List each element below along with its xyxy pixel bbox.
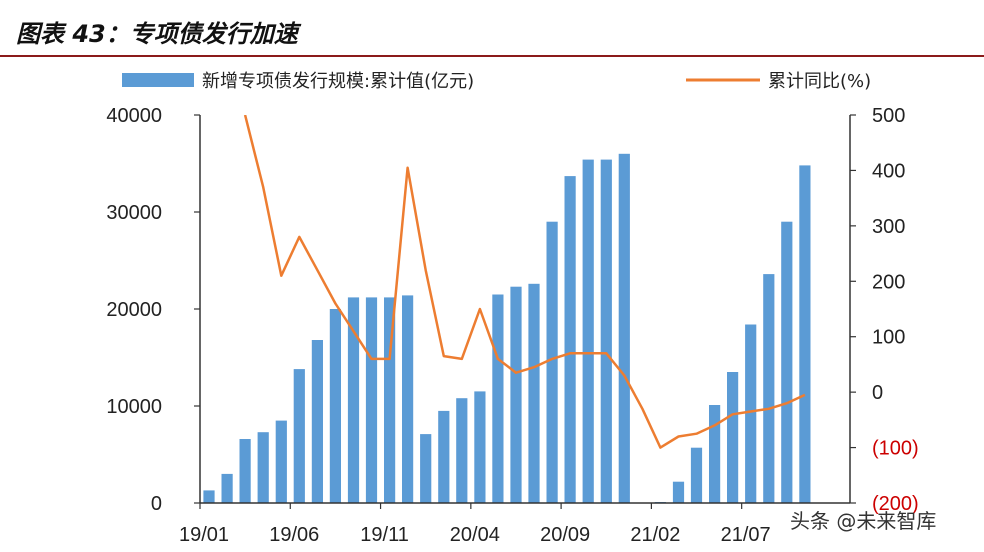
bar-19-09 — [347, 297, 360, 503]
x-tick-label: 21/07 — [721, 524, 771, 546]
bar-20-01 — [420, 434, 432, 503]
bar-20-06 — [510, 286, 522, 503]
legend-line-label: 累计同比(%) — [768, 71, 871, 92]
bar-19-04 — [257, 432, 269, 503]
x-tick-label: 21/02 — [630, 524, 680, 546]
bar-21-05 — [709, 405, 721, 503]
bar-21-06 — [727, 372, 739, 503]
y-right-tick-label: 0 — [872, 382, 883, 404]
bar-20-05 — [492, 294, 504, 503]
x-tick-label: 20/09 — [540, 524, 590, 546]
watermark-text: 头条 @未来智库 — [790, 509, 936, 533]
bar-20-02 — [438, 410, 450, 503]
bar-19-12 — [402, 295, 414, 503]
bar-19-07 — [311, 340, 323, 503]
bar-19-03 — [239, 439, 251, 503]
x-tick-label: 19/11 — [360, 524, 409, 546]
bar-21-09 — [781, 221, 793, 503]
bar-20-12 — [618, 153, 630, 504]
bar-19-02 — [221, 473, 233, 503]
line-yoy-series — [243, 115, 806, 449]
y-left-tick-label: 20000 — [106, 299, 162, 321]
bar-19-05 — [275, 420, 287, 503]
x-tick-label: 20/04 — [450, 524, 500, 546]
y-right-tick-label: 200 — [872, 271, 905, 293]
bar-21-03 — [672, 481, 685, 503]
y-right-tick-label: (100) — [872, 438, 919, 460]
y-right-tick-label: (200) — [872, 493, 919, 515]
bar-21-07 — [745, 324, 757, 503]
figure-title: 图表 43：专项债发行加速 — [16, 20, 298, 48]
bar-19-08 — [329, 309, 341, 503]
bar-19-01 — [203, 490, 215, 503]
bar-21-10 — [799, 165, 811, 503]
figure-title-bar: 图表 43：专项债发行加速 — [0, 0, 984, 57]
y-left-tick-label: 40000 — [106, 105, 162, 127]
bar-20-07 — [528, 283, 540, 503]
y-right-tick-label: 500 — [872, 105, 905, 127]
y-right-tick-label: 100 — [872, 327, 905, 349]
bar-20-04 — [474, 391, 486, 503]
bar-19-11 — [384, 297, 396, 503]
y-right-tick-label: 300 — [872, 216, 905, 238]
y-right-tick-label: 400 — [872, 160, 905, 182]
bar-20-10 — [582, 159, 594, 503]
title-divider — [0, 55, 984, 57]
bar-20-11 — [600, 159, 612, 503]
bar-20-03 — [456, 398, 468, 503]
bar-21-04 — [690, 447, 703, 503]
bar-19-10 — [365, 297, 378, 503]
bar-21-08 — [763, 274, 775, 503]
x-tick-label: 19/06 — [269, 524, 319, 546]
legend-bar-label: 新增专项债发行规模:累计值(亿元) — [202, 71, 474, 92]
legend-bar-swatch — [122, 73, 194, 87]
x-tick-label: 19/01 — [179, 524, 229, 546]
bar-20-09 — [564, 176, 576, 503]
y-left-tick-label: 30000 — [106, 202, 162, 224]
bar-20-08 — [546, 221, 558, 503]
bar-19-06 — [293, 369, 305, 503]
y-left-tick-label: 10000 — [106, 396, 162, 418]
y-left-tick-label: 0 — [151, 493, 162, 515]
